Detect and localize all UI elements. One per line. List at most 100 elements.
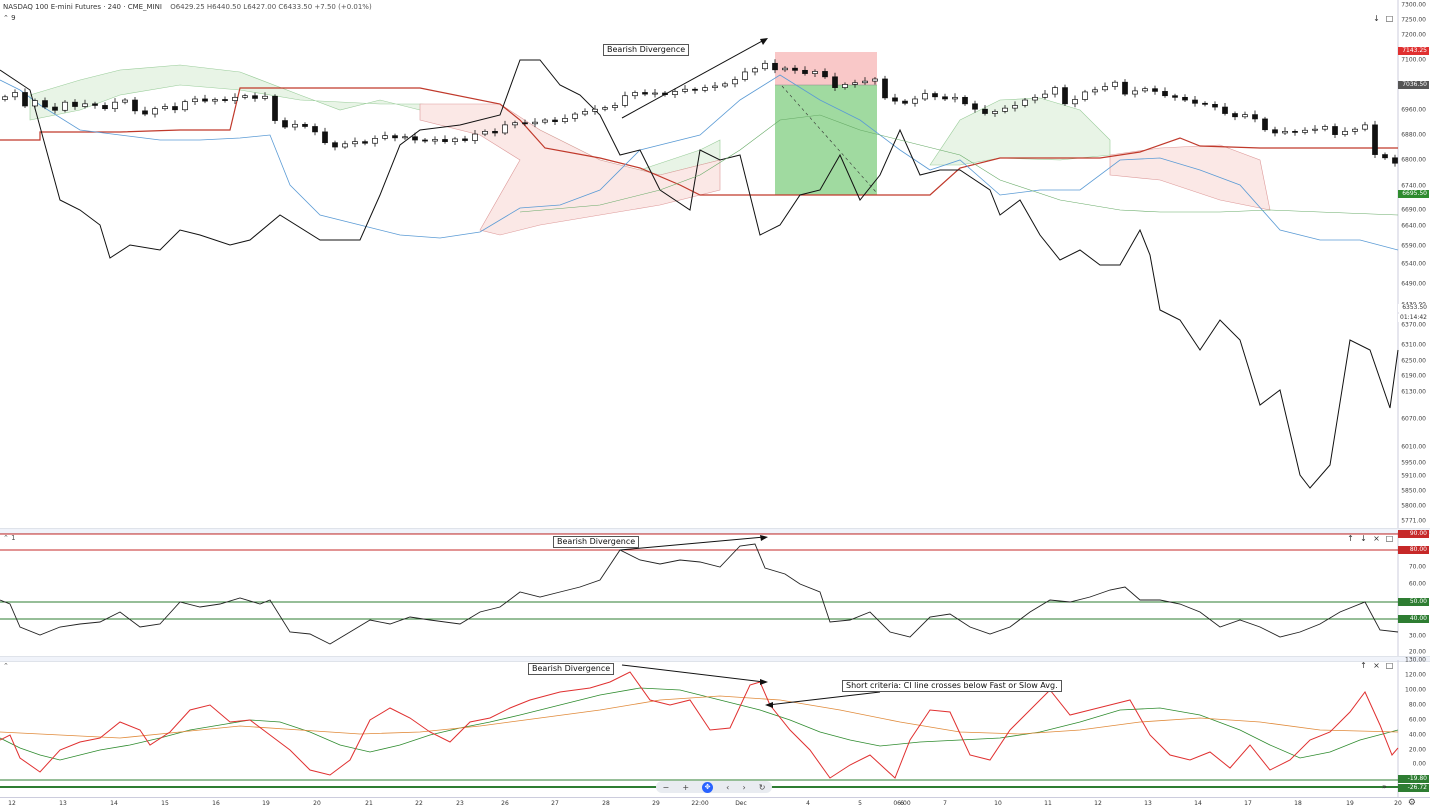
candle-bullish bbox=[372, 138, 378, 144]
kijun-sen-line bbox=[0, 87, 1398, 196]
candle-bearish bbox=[442, 139, 448, 142]
bearish-divergence-note-price[interactable]: Bearish Divergence bbox=[603, 44, 690, 56]
price-tick-label: 5910.00 bbox=[1401, 472, 1426, 480]
candle-bearish bbox=[1212, 104, 1218, 108]
maximize-icon[interactable]: □ bbox=[1385, 534, 1394, 543]
candle-bearish bbox=[1262, 118, 1268, 131]
time-label: 13 bbox=[1144, 800, 1152, 807]
rsi-legend[interactable]: ⌃ 1 bbox=[3, 534, 16, 542]
candle-bearish bbox=[932, 93, 938, 98]
entry-price-badge: 7036.50 bbox=[1398, 81, 1429, 89]
scroll-right-button[interactable]: › bbox=[742, 782, 746, 792]
indicator-collapse[interactable]: ⌃ 9 bbox=[3, 14, 16, 22]
candle-bearish bbox=[1292, 131, 1298, 133]
move-down-icon[interactable]: ↓ bbox=[1360, 534, 1367, 543]
scroll-left-button[interactable]: ‹ bbox=[726, 782, 730, 792]
candle-bearish bbox=[1332, 126, 1338, 135]
candle-bullish bbox=[112, 101, 118, 110]
close-icon[interactable]: × bbox=[1373, 661, 1380, 670]
candle-bullish bbox=[762, 62, 768, 70]
short-criteria-note[interactable]: Short criteria: CI line crosses below Fa… bbox=[842, 680, 1062, 692]
maximize-pane-icon[interactable]: □ bbox=[1385, 14, 1394, 23]
candle-bearish bbox=[772, 62, 778, 71]
price-tick-label: 6740.00 bbox=[1401, 182, 1426, 190]
ichimoku-cloud-bear-2 bbox=[1109, 144, 1271, 211]
candle-bullish bbox=[1022, 99, 1028, 106]
time-label: 7 bbox=[943, 800, 947, 807]
ci-slow-avg-line bbox=[0, 695, 1399, 739]
candle-bullish bbox=[1132, 90, 1138, 95]
arrowhead-icon bbox=[760, 535, 768, 541]
candle-bullish bbox=[682, 88, 688, 92]
time-label: 16 bbox=[212, 800, 220, 807]
candle-bearish bbox=[252, 95, 258, 99]
refresh-icon[interactable]: ↻ bbox=[758, 782, 766, 792]
rsi-axis[interactable]: 90.00 80.00 70.00 60.00 50.00 40.00 30.00 20.00… bbox=[1398, 530, 1430, 656]
ci-tick-label: 130.00 bbox=[1405, 656, 1426, 664]
ci-tick-label: 100.00 bbox=[1405, 686, 1426, 694]
candle-bearish bbox=[492, 131, 498, 134]
price-pane[interactable]: NASDAQ 100 E-mini Futures · 240 · CME_MI… bbox=[0, 0, 1430, 528]
candle-bearish bbox=[1172, 95, 1178, 98]
candle-bearish bbox=[1372, 124, 1378, 155]
candle-bearish bbox=[422, 139, 428, 142]
stop-loss-badge: 7143.25 bbox=[1398, 47, 1429, 55]
candle-bullish bbox=[602, 107, 608, 110]
time-label: 13 bbox=[59, 800, 67, 807]
time-label-intraday-2: 06:00 bbox=[893, 800, 911, 807]
scroll-down-icon[interactable]: ↓ bbox=[1373, 14, 1380, 23]
candle-bullish bbox=[1012, 105, 1018, 109]
candle-bullish bbox=[62, 101, 68, 111]
senkou-line bbox=[519, 114, 1399, 216]
reset-chart-button[interactable]: ✥ bbox=[702, 781, 714, 793]
candle-bearish bbox=[552, 119, 558, 122]
chart-navigation-toolbar: − + ✥ ‹ › ↻ bbox=[656, 781, 772, 793]
scroll-to-latest-button[interactable]: » bbox=[1382, 782, 1387, 791]
time-label: 12 bbox=[8, 800, 16, 807]
time-axis[interactable]: 22:00 06:00 ⚙ 12 13 14 15 16 19 20 21 22 23 26 27 28… bbox=[0, 797, 1430, 810]
zoom-out-button[interactable]: − bbox=[662, 782, 670, 792]
settings-gear-icon[interactable]: ⚙ bbox=[1407, 798, 1416, 808]
pane-divider-2[interactable] bbox=[0, 656, 1430, 662]
rsi-canvas[interactable] bbox=[0, 532, 1430, 656]
price-chart-canvas[interactable] bbox=[0, 0, 1430, 528]
close-icon[interactable]: × bbox=[1373, 534, 1380, 543]
move-up-icon[interactable]: ↑ bbox=[1360, 661, 1367, 670]
stop-loss-zone bbox=[775, 52, 877, 85]
candle-bullish bbox=[472, 133, 478, 141]
bearish-divergence-note-ci[interactable]: Bearish Divergence bbox=[528, 663, 615, 675]
maximize-icon[interactable]: □ bbox=[1385, 661, 1394, 670]
candle-bullish bbox=[502, 124, 508, 134]
ci-canvas[interactable] bbox=[0, 660, 1430, 797]
price-tick-label: 6010.00 bbox=[1401, 443, 1426, 451]
ci-legend[interactable]: ⌃ bbox=[3, 662, 9, 670]
candle-bullish bbox=[1312, 128, 1318, 131]
time-label: 26 bbox=[501, 800, 509, 807]
candle-bearish bbox=[312, 126, 318, 133]
rsi-pane[interactable]: ⌃ 1 ↑ ↓ × □ Bearish Divergence 90.00 80.0… bbox=[0, 530, 1430, 656]
zoom-in-button[interactable]: + bbox=[682, 782, 690, 792]
symbol-title[interactable]: NASDAQ 100 E-mini Futures · 240 · CME_MI… bbox=[3, 3, 162, 11]
ci-pane[interactable]: ⌃ ↑ × □ Bearish Divergence Short criteri… bbox=[0, 656, 1430, 797]
candle-bearish bbox=[1122, 81, 1128, 95]
price-tick-label: 6960.00 bbox=[1401, 106, 1426, 114]
ci-axis[interactable]: 130.00 120.00 100.00 80.00 60.00 40.00 20.00 0.… bbox=[1398, 656, 1430, 797]
candle-bearish bbox=[1252, 114, 1258, 120]
price-axis[interactable]: 7300.007250.007200.007150.007100.007050.… bbox=[1398, 0, 1430, 528]
candle-bullish bbox=[1092, 89, 1098, 93]
bearish-divergence-note-rsi[interactable]: Bearish Divergence bbox=[553, 536, 640, 548]
rsi-tick-label: 70.00 bbox=[1408, 563, 1426, 571]
candle-bearish bbox=[1152, 88, 1158, 92]
candle-bullish bbox=[632, 92, 638, 97]
price-tick-label: 6540.00 bbox=[1401, 260, 1426, 268]
candle-bearish bbox=[22, 92, 28, 107]
candle-bearish bbox=[222, 99, 228, 101]
rsi-tick-label: 60.00 bbox=[1408, 580, 1426, 588]
time-label: 6 bbox=[900, 800, 904, 807]
candle-bearish bbox=[392, 135, 398, 139]
move-up-icon[interactable]: ↑ bbox=[1347, 534, 1354, 543]
ci-tick-label: 60.00 bbox=[1408, 716, 1426, 724]
candle-bullish bbox=[212, 99, 218, 102]
candle-bearish bbox=[802, 69, 808, 74]
